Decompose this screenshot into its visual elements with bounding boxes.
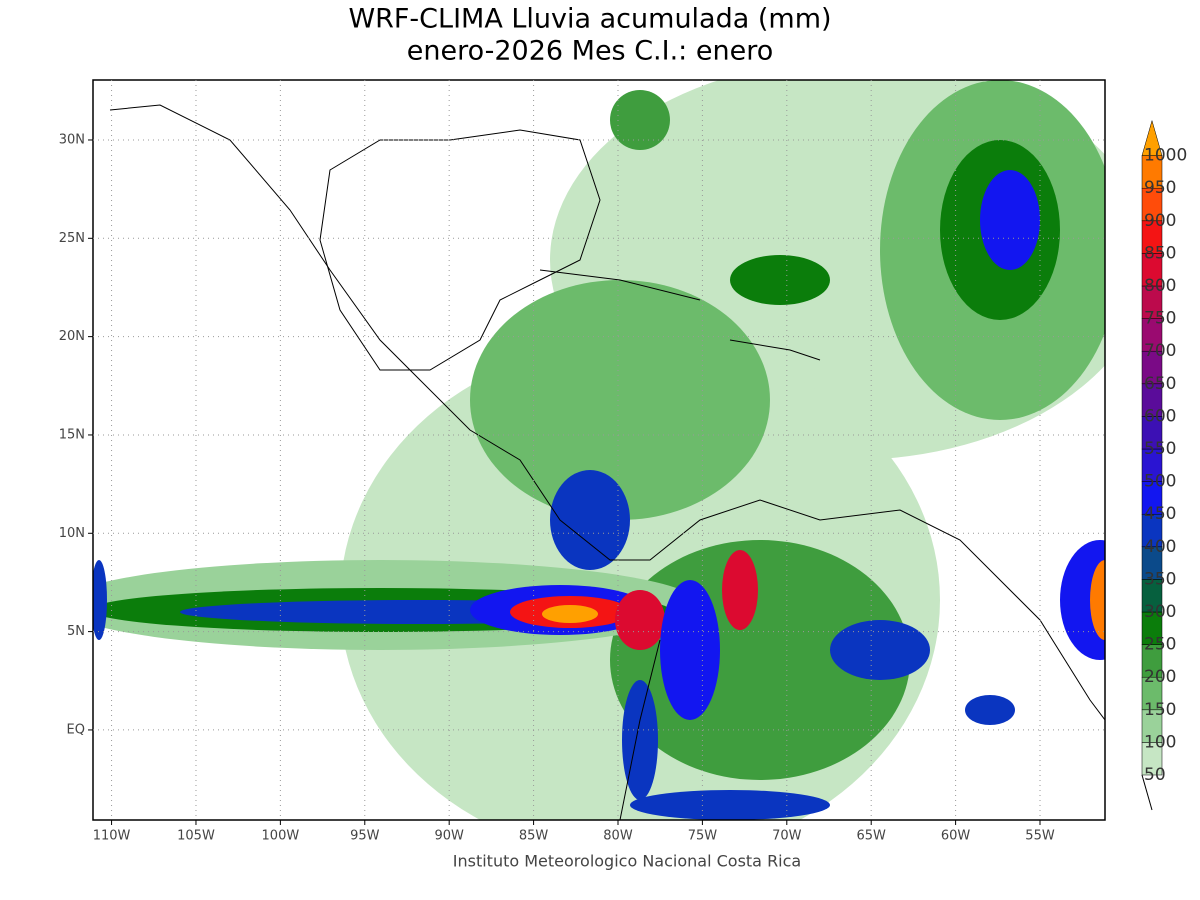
colorbar-label: 1000	[1144, 146, 1187, 166]
coastline	[319, 129, 601, 371]
colorbar-label: 700	[1144, 341, 1176, 361]
precip-area	[730, 255, 830, 305]
colorbar-label: 850	[1144, 243, 1176, 263]
colorbar-label: 50	[1144, 765, 1166, 785]
x-tick-label: 100W	[262, 829, 300, 844]
precip-area	[630, 790, 830, 820]
precip-field	[93, 80, 1105, 820]
precip-area	[610, 90, 670, 150]
x-tick-label: 85W	[519, 829, 549, 844]
colorbar-label: 450	[1144, 504, 1176, 524]
x-tick-label: 55W	[1025, 829, 1055, 844]
colorbar-label: 550	[1144, 439, 1176, 459]
x-tick-label: 80W	[603, 829, 633, 844]
precip-area	[615, 590, 665, 650]
colorbar-tail	[1141, 774, 1153, 811]
colorbar-label: 800	[1144, 276, 1176, 296]
colorbar-label: 750	[1144, 309, 1176, 329]
precip-area	[470, 280, 770, 520]
x-tick-label: 90W	[434, 829, 464, 844]
colorbar-label: 250	[1144, 635, 1176, 655]
x-tick-label: 110W	[93, 829, 131, 844]
x-tick-label: 60W	[941, 829, 971, 844]
map-subtitle: enero-2026 Mes C.I.: enero	[407, 36, 773, 67]
colorbar-label: 950	[1144, 178, 1176, 198]
x-tick-label: 65W	[856, 829, 886, 844]
precip-area	[980, 170, 1040, 270]
colorbar-label: 400	[1144, 537, 1176, 557]
x-tick-label: 75W	[688, 829, 718, 844]
x-tick-label: 95W	[350, 829, 380, 844]
precip-area	[722, 550, 758, 630]
colorbar-label: 350	[1144, 569, 1176, 589]
footer: Instituto Meteorologico Nacional Costa R…	[453, 852, 801, 871]
y-tick-label: 10N	[59, 526, 85, 541]
colorbar-label: 100	[1144, 732, 1176, 752]
colorbar-label: 650	[1144, 374, 1176, 394]
y-tick-label: 20N	[59, 329, 85, 344]
colorbar-label: 900	[1144, 211, 1176, 231]
colorbar-label: 150	[1144, 700, 1176, 720]
x-tick-label: 70W	[772, 829, 802, 844]
y-tick-label: 5N	[67, 624, 85, 639]
colorbar-label: 200	[1144, 667, 1176, 687]
coastline	[109, 104, 1105, 721]
y-tick-label: 25N	[59, 231, 85, 246]
precip-area	[965, 695, 1015, 725]
precip-area	[542, 605, 598, 623]
precip-area	[830, 620, 930, 680]
precip-area	[1090, 560, 1105, 640]
precip-area	[660, 580, 720, 720]
map-title: WRF-CLIMA Lluvia acumulada (mm)	[348, 4, 831, 35]
precip-area	[93, 560, 107, 640]
y-tick-label: EQ	[67, 722, 85, 737]
precip-area	[622, 680, 658, 800]
colorbar-label: 500	[1144, 472, 1176, 492]
map-frame	[92, 79, 1106, 821]
y-tick-label: 15N	[59, 427, 85, 442]
colorbar-label: 300	[1144, 602, 1176, 622]
x-tick-label: 105W	[177, 829, 215, 844]
coastline	[729, 339, 821, 361]
y-tick-label: 30N	[59, 132, 85, 147]
precip-area	[1060, 540, 1105, 660]
coastline	[539, 269, 701, 301]
colorbar-arrow	[1141, 119, 1163, 156]
coastline	[619, 639, 661, 820]
precip-area	[550, 470, 630, 570]
colorbar-label: 600	[1144, 406, 1176, 426]
